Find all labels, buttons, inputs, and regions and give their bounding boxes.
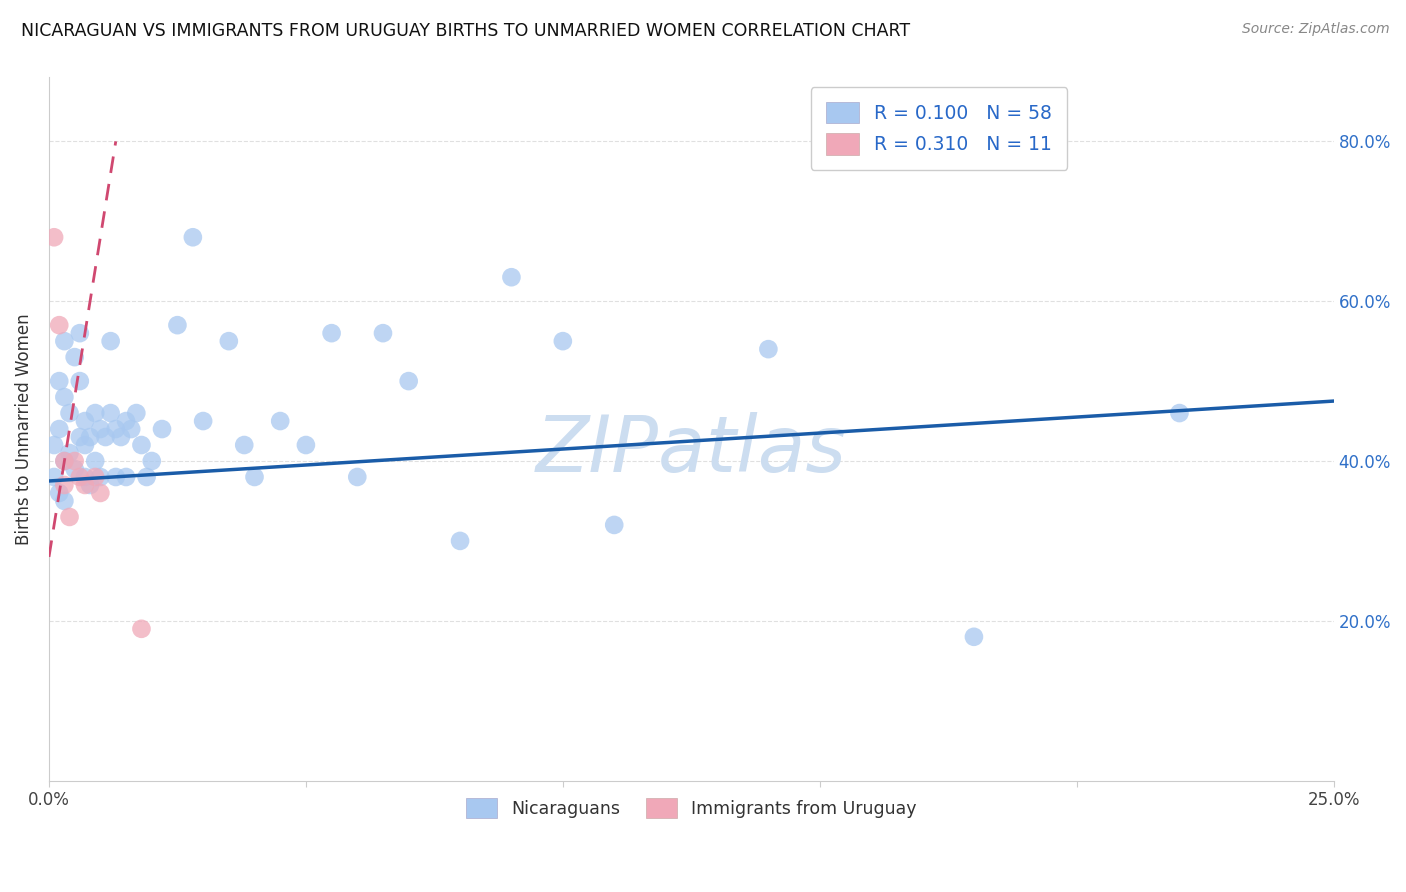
Point <box>42 438 65 452</box>
Point <box>84 454 107 468</box>
Point <box>48 422 70 436</box>
Point <box>89 470 111 484</box>
Point <box>53 390 76 404</box>
Y-axis label: Births to Unmarried Women: Births to Unmarried Women <box>15 313 32 545</box>
Point <box>42 230 65 244</box>
Point <box>150 422 173 436</box>
Point <box>53 454 76 468</box>
Point <box>141 454 163 468</box>
Point <box>100 334 122 348</box>
Point <box>48 318 70 333</box>
Point <box>135 470 157 484</box>
Point <box>53 334 76 348</box>
Point <box>58 510 80 524</box>
Point <box>501 270 523 285</box>
Point <box>79 430 101 444</box>
Point <box>371 326 394 340</box>
Point <box>269 414 291 428</box>
Point <box>84 406 107 420</box>
Point <box>53 454 76 468</box>
Point <box>63 462 86 476</box>
Point <box>131 622 153 636</box>
Point <box>53 478 76 492</box>
Text: Source: ZipAtlas.com: Source: ZipAtlas.com <box>1241 22 1389 37</box>
Point <box>53 494 76 508</box>
Point <box>69 374 91 388</box>
Point <box>63 454 86 468</box>
Point <box>84 470 107 484</box>
Point <box>58 446 80 460</box>
Point <box>218 334 240 348</box>
Text: NICARAGUAN VS IMMIGRANTS FROM URUGUAY BIRTHS TO UNMARRIED WOMEN CORRELATION CHAR: NICARAGUAN VS IMMIGRANTS FROM URUGUAY BI… <box>21 22 910 40</box>
Legend: Nicaraguans, Immigrants from Uruguay: Nicaraguans, Immigrants from Uruguay <box>458 791 924 825</box>
Point <box>243 470 266 484</box>
Text: ZIPatlas: ZIPatlas <box>536 412 846 488</box>
Point <box>73 478 96 492</box>
Point <box>963 630 986 644</box>
Point <box>125 406 148 420</box>
Point <box>73 438 96 452</box>
Point <box>89 422 111 436</box>
Point <box>69 430 91 444</box>
Point <box>48 486 70 500</box>
Point <box>115 414 138 428</box>
Point <box>100 406 122 420</box>
Point <box>449 533 471 548</box>
Point <box>42 470 65 484</box>
Point <box>69 470 91 484</box>
Point <box>295 438 318 452</box>
Point <box>191 414 214 428</box>
Point <box>73 470 96 484</box>
Point <box>398 374 420 388</box>
Point <box>758 342 780 356</box>
Point <box>73 414 96 428</box>
Point <box>166 318 188 333</box>
Point <box>63 350 86 364</box>
Point <box>233 438 256 452</box>
Point <box>89 486 111 500</box>
Point <box>110 430 132 444</box>
Point <box>48 374 70 388</box>
Point <box>104 470 127 484</box>
Point <box>58 406 80 420</box>
Point <box>69 326 91 340</box>
Point <box>120 422 142 436</box>
Point <box>94 430 117 444</box>
Point <box>181 230 204 244</box>
Point <box>115 470 138 484</box>
Point <box>131 438 153 452</box>
Point <box>603 517 626 532</box>
Point <box>79 478 101 492</box>
Point <box>551 334 574 348</box>
Point <box>321 326 343 340</box>
Point <box>104 422 127 436</box>
Point <box>1168 406 1191 420</box>
Point <box>346 470 368 484</box>
